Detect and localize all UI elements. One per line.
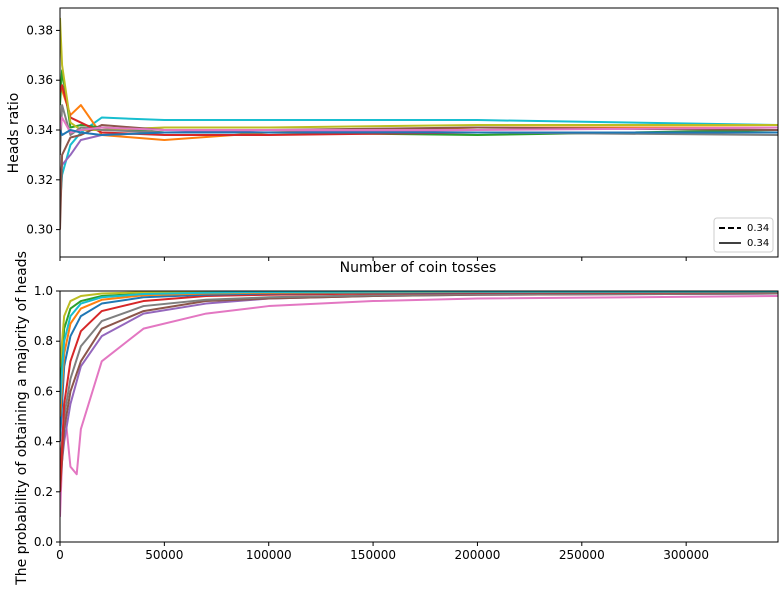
bottom-x-tick-label: 200000 — [455, 548, 501, 562]
bottom-y-tick-label: 0.8 — [34, 334, 53, 348]
bottom-x-tick-label: 300000 — [663, 548, 709, 562]
top-y-tick-label: 0.38 — [26, 23, 53, 37]
bottom-y-tick-label: 0.6 — [34, 384, 53, 398]
legend: 0.34 0.34 — [713, 217, 774, 253]
top-series-line-8 — [60, 124, 778, 230]
legend-entry-dashed: 0.34 — [747, 223, 769, 234]
bottom-axes-frame — [59, 290, 779, 543]
bottom-y-tick-label: 0.2 — [34, 485, 53, 499]
top-y-axis-ticks: 0.30 0.32 0.34 0.36 0.38 — [26, 23, 60, 237]
top-series-group — [60, 17, 778, 230]
bottom-x-tick-label: 0 — [56, 548, 64, 562]
top-y-tick-label: 0.30 — [26, 223, 53, 237]
top-y-tick-label: 0.32 — [26, 173, 53, 187]
bottom-series-line-4 — [60, 292, 778, 467]
top-series-line-10 — [60, 129, 778, 136]
top-y-tick-label: 0.36 — [26, 73, 53, 87]
bottom-chart: 0.0 0.2 0.4 0.6 0.8 1.0 0 50000 100000 150000 200… — [14, 251, 779, 586]
bottom-y-axis-label: The probability of obtaining a majority … — [14, 251, 30, 586]
top-series-line-9 — [60, 116, 778, 134]
bottom-y-tick-label: 1.0 — [34, 284, 53, 298]
bottom-x-axis-ticks: 0 50000 100000 150000 200000 250000 300000 — [56, 542, 709, 562]
bottom-y-tick-label: 0.0 — [34, 535, 53, 549]
top-x-axis-ticks — [59, 257, 687, 261]
bottom-x-tick-label: 150000 — [350, 548, 396, 562]
bottom-x-tick-label: 50000 — [145, 548, 183, 562]
top-y-axis-label: Heads ratio — [6, 93, 22, 174]
top-series-line-1 — [60, 116, 778, 205]
bottom-x-tick-label: 100000 — [246, 548, 292, 562]
legend-entry-solid: 0.34 — [747, 238, 769, 249]
top-x-axis-label: Number of coin tosses — [340, 260, 497, 276]
top-chart: 0.30 0.32 0.34 0.36 0.38 Heads ratio Number … — [6, 7, 779, 276]
bottom-series-line-1 — [60, 295, 778, 517]
top-axes-frame — [59, 7, 779, 258]
top-y-tick-label: 0.34 — [26, 123, 53, 137]
bottom-y-axis-ticks: 0.0 0.2 0.4 0.6 0.8 1.0 — [34, 284, 60, 549]
bottom-series-line-10 — [60, 291, 778, 405]
bottom-x-tick-label: 250000 — [559, 548, 605, 562]
bottom-y-tick-label: 0.4 — [34, 435, 53, 449]
bottom-series-group — [60, 291, 778, 517]
